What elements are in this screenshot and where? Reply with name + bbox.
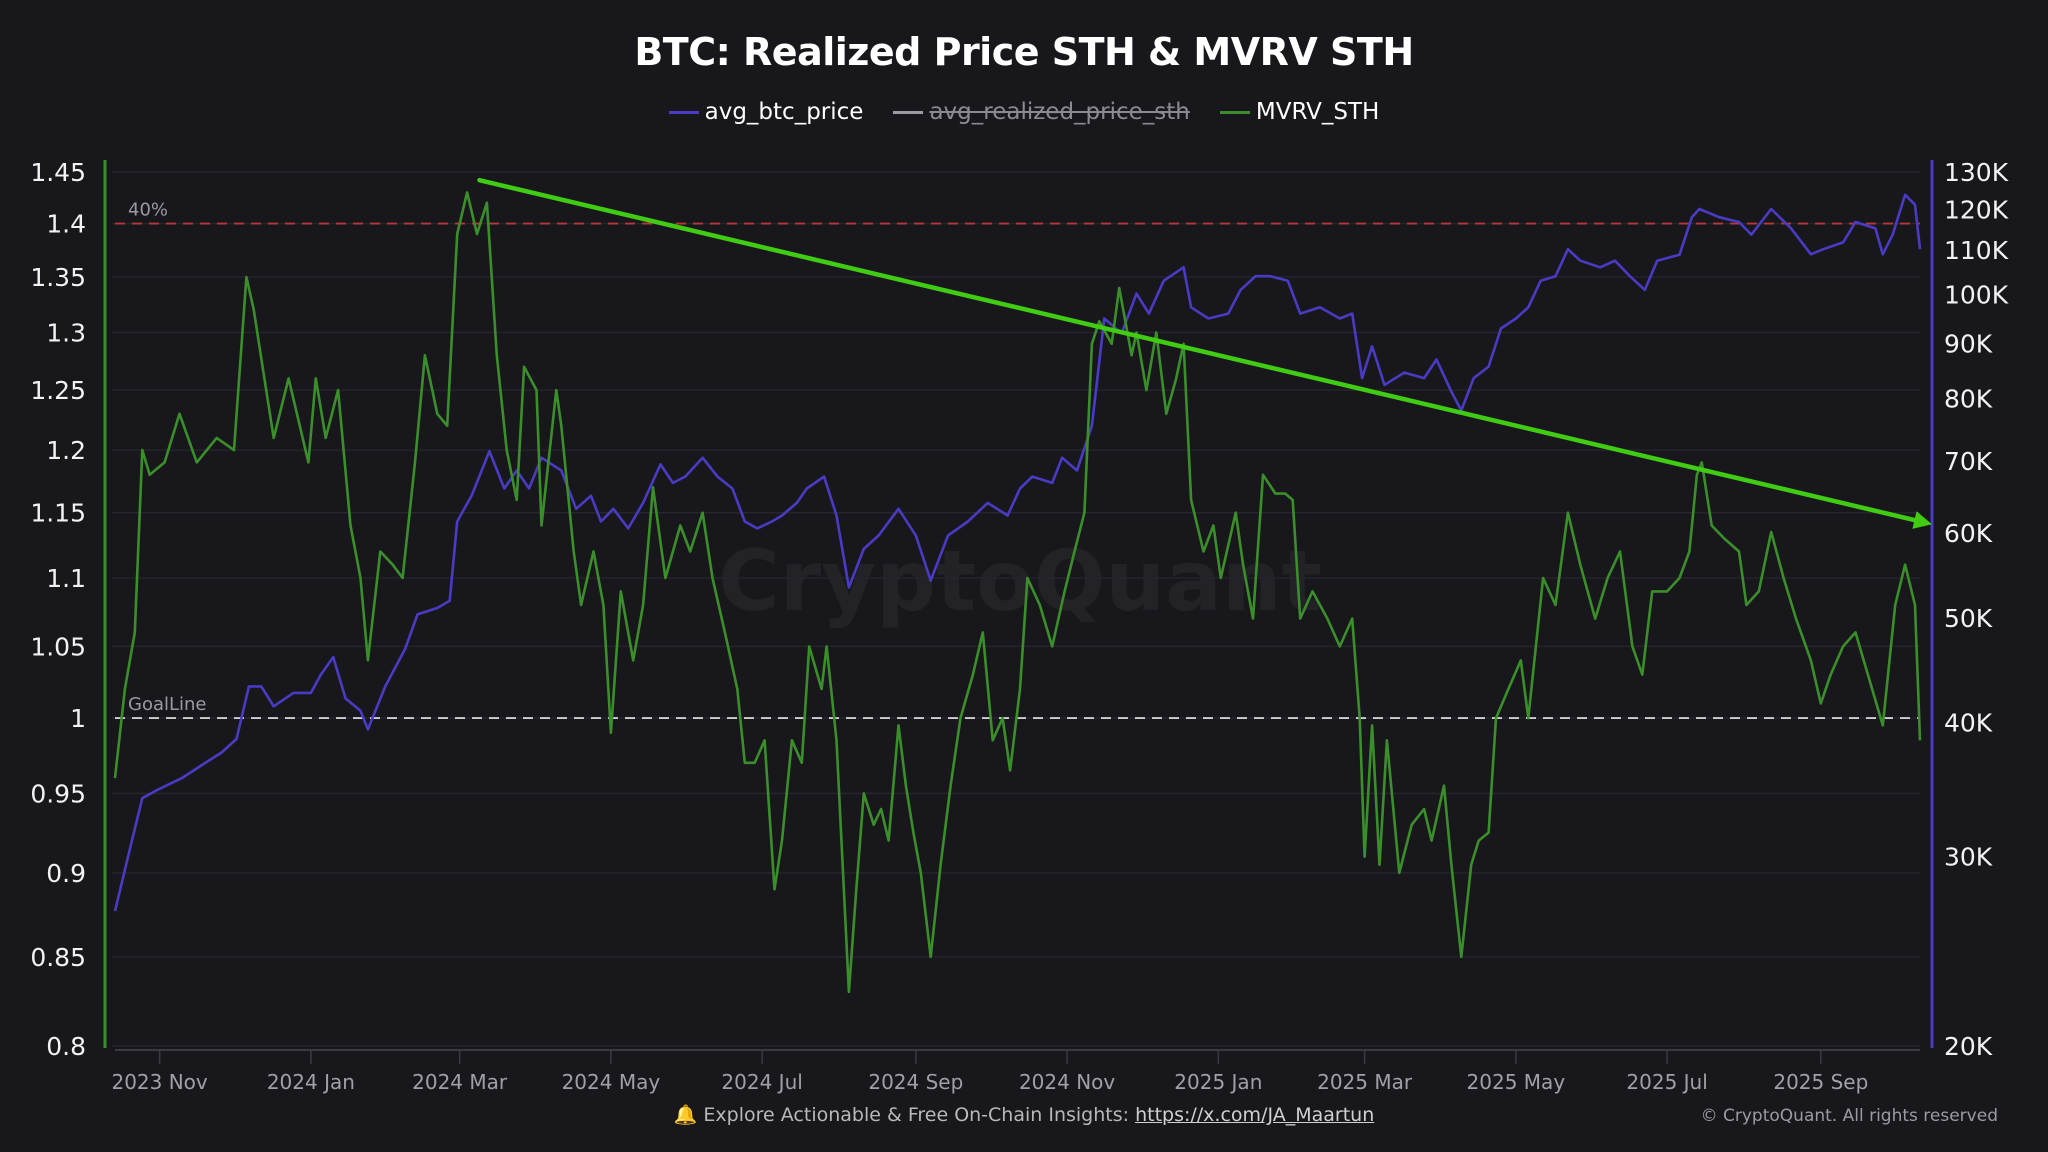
y-right-tick-label: 100K [1944,281,2009,310]
y-right-tick-label: 80K [1944,385,1993,414]
x-tick-label: 2025 May [1467,1070,1566,1094]
x-tick-label: 2025 Jul [1626,1070,1707,1094]
legend-item-mvrv-sth[interactable]: MVRV_STH [1219,99,1380,125]
y-right-tick-label: 40K [1944,708,1993,737]
legend-label: MVRV_STH [1255,99,1380,125]
y-left-tick-label: 1.1 [46,564,86,593]
x-tick-label: 2025 Mar [1317,1070,1413,1094]
legend-label: avg_btc_price [704,99,864,125]
x-tick-label: 2025 Jan [1174,1070,1262,1094]
legend-swatch [893,110,924,114]
legend-item-avg-btc-price[interactable]: avg_btc_price [668,99,864,125]
reference-line-label: GoalLine [128,694,207,715]
y-right-tick-label: 70K [1944,447,1993,476]
y-left-tick-label: 1.4 [46,210,86,239]
y-left-tick-label: 1.3 [46,318,86,347]
legend-swatch [1219,110,1250,114]
legend: avg_btc_price avg_realized_price_sth MVR… [0,99,2048,125]
y-right-tick-label: 60K [1944,519,1993,548]
y-right-tick-label: 130K [1944,158,2009,187]
legend-item-avg-realized-price-sth[interactable]: avg_realized_price_sth [893,99,1190,125]
watermark-logo: CryptoQuant [718,532,1322,630]
y-left-tick-label: 1.25 [30,376,86,405]
trendline-annotation [477,177,1932,529]
footer-link[interactable]: https://x.com/JA_Maartun [1135,1104,1375,1126]
y-right-tick-label: 30K [1944,843,1993,872]
x-tick-label: 2024 May [562,1070,661,1094]
y-left-tick-label: 1 [70,704,86,733]
footer: 🔔 Explore Actionable & Free On-Chain Insi… [0,1103,2048,1126]
series-line-mvrv-sth [113,191,1922,994]
y-left-tick-label: 1.15 [30,499,86,528]
y-right-tick-label: 50K [1944,604,1993,633]
copyright: © CryptoQuant. All rights reserved [1700,1106,1998,1126]
axes: 1.45 1.4 1.35 1.3 1.25 1.2 1.15 1.1 1.05 1 0.95 0.9… [30,158,2008,1094]
x-tick-label: 2024 Mar [412,1070,508,1094]
y-left-tick-label: 0.95 [30,779,86,808]
reference-line-label: 40% [128,200,168,221]
y-right-tick-label: 20K [1944,1032,1993,1061]
y-right-tick-label: 120K [1944,195,2009,224]
y-left-tick-label: 0.8 [46,1032,86,1061]
y-left-tick-label: 0.85 [30,943,86,972]
y-left-tick-label: 1.2 [46,436,86,465]
y-left-tick-label: 0.9 [46,859,86,888]
y-right-tick-label: 110K [1944,236,2009,265]
bell-icon: 🔔 [673,1104,698,1126]
legend-swatch [668,110,699,114]
x-tick-label: 2025 Sep [1773,1070,1868,1094]
x-tick-label: 2024 Jan [267,1070,355,1094]
y-left-tick-label: 1.45 [30,158,86,187]
series-lines [113,191,1922,994]
chart-title: BTC: Realized Price STH & MVRV STH [634,30,1414,74]
x-tick-label: 2024 Jul [721,1070,802,1094]
y-left-tick-label: 1.35 [30,263,86,292]
legend-label: avg_realized_price_sth [929,99,1190,125]
x-tick-label: 2023 Nov [111,1070,207,1094]
trendline [477,177,1921,524]
x-tick-label: 2024 Nov [1019,1070,1115,1094]
series-line-avg-btc-price [113,193,1922,912]
arrowhead-icon [1912,511,1932,529]
footer-text: Explore Actionable & Free On-Chain Insig… [703,1104,1136,1126]
y-left-tick-label: 1.05 [30,632,86,661]
y-right-tick-label: 90K [1944,330,1993,359]
x-tick-label: 2024 Sep [868,1070,963,1094]
